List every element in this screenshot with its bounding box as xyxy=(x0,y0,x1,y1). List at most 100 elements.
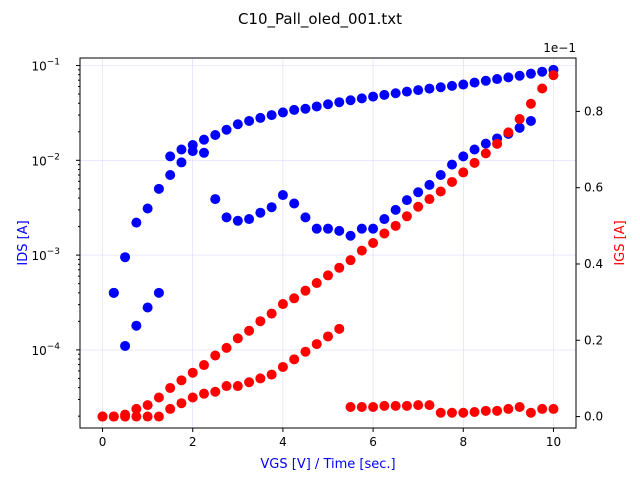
ids-point xyxy=(289,198,300,209)
igs-point xyxy=(537,83,548,94)
igs-point xyxy=(548,403,559,414)
igs-point xyxy=(480,148,491,159)
ids-point xyxy=(492,74,503,85)
y-right-tick-label: 0.0 xyxy=(584,410,603,424)
y-left-tick-exponent: −4 xyxy=(47,342,61,352)
igs-point xyxy=(300,346,311,357)
ids-point xyxy=(131,320,142,331)
igs-point xyxy=(356,402,367,413)
ids-point xyxy=(176,144,187,155)
ids-point xyxy=(165,151,176,162)
igs-point xyxy=(334,262,345,273)
igs-point xyxy=(492,138,503,149)
ids-point xyxy=(356,223,367,234)
y-axis-label-left: IDS [A] xyxy=(16,220,31,265)
grid-layer xyxy=(80,58,576,428)
igs-point xyxy=(390,400,401,411)
igs-point xyxy=(244,325,255,336)
ids-point xyxy=(142,302,153,313)
igs-point xyxy=(424,194,435,205)
igs-point xyxy=(199,388,209,399)
ids-point xyxy=(311,223,322,234)
ids-point xyxy=(244,214,255,225)
igs-point xyxy=(165,382,176,393)
igs-point xyxy=(108,411,119,422)
ids-point xyxy=(424,179,435,190)
ids-point xyxy=(368,91,379,102)
ids-point xyxy=(311,101,322,112)
x-tick-label: 10 xyxy=(546,435,561,449)
x-tick-label: 4 xyxy=(279,435,287,449)
igs-point xyxy=(165,403,176,414)
ids-point xyxy=(300,212,311,223)
igs-point xyxy=(480,405,491,416)
ids-point xyxy=(266,202,277,213)
igs-point xyxy=(323,270,333,281)
ids-point xyxy=(401,86,412,97)
igs-point xyxy=(345,402,356,413)
ids-point xyxy=(277,107,288,118)
igs-point xyxy=(153,392,164,403)
igs-point xyxy=(232,381,243,392)
ids-point xyxy=(153,183,164,194)
igs-point xyxy=(435,407,446,418)
igs-point xyxy=(232,333,243,344)
igs-point xyxy=(221,342,232,353)
ids-point xyxy=(334,97,345,108)
y-axis-label-right: IGS [A] xyxy=(613,220,628,265)
igs-point xyxy=(368,238,379,248)
ids-point xyxy=(300,103,311,114)
ids-point xyxy=(131,217,142,228)
igs-series xyxy=(97,70,559,422)
igs-point xyxy=(277,299,288,310)
ids-point xyxy=(199,134,209,145)
ids-point xyxy=(266,110,277,121)
y-right-tick-label: 0.2 xyxy=(584,333,603,347)
ids-point xyxy=(390,88,401,99)
igs-point xyxy=(345,255,356,266)
ids-point xyxy=(277,190,288,201)
ids-point xyxy=(165,169,176,180)
ids-point xyxy=(323,99,333,110)
igs-point xyxy=(379,228,390,239)
igs-point xyxy=(221,381,232,392)
ids-point xyxy=(458,151,469,162)
igs-point xyxy=(120,411,131,422)
igs-point xyxy=(525,98,536,109)
y-left-tick-exponent: −1 xyxy=(47,58,60,68)
igs-point xyxy=(176,398,187,409)
igs-point xyxy=(469,406,480,417)
ids-point xyxy=(447,159,457,170)
ids-point xyxy=(424,83,435,94)
y-left-tick-label: 10−1 xyxy=(31,58,60,74)
ids-point xyxy=(525,115,536,126)
ids-point xyxy=(413,85,424,96)
ids-point xyxy=(120,340,131,351)
ids-point xyxy=(435,169,446,180)
ids-point xyxy=(210,194,221,205)
igs-point xyxy=(255,373,266,384)
ids-point xyxy=(356,93,367,104)
igs-point xyxy=(469,157,480,168)
igs-point xyxy=(368,402,379,413)
ids-point xyxy=(232,119,243,130)
igs-point xyxy=(334,323,345,334)
igs-point xyxy=(289,293,300,304)
x-tick-label: 6 xyxy=(369,435,377,449)
igs-point xyxy=(458,167,469,178)
igs-point xyxy=(525,407,536,418)
x-axis-label: VGS [V] / Time [sec.] xyxy=(260,457,395,472)
ids-point xyxy=(379,214,390,225)
ids-point xyxy=(108,287,119,298)
igs-point xyxy=(142,411,153,422)
igs-point xyxy=(176,375,187,386)
igs-point xyxy=(277,361,288,372)
ids-series xyxy=(108,64,559,351)
ids-point xyxy=(255,207,266,218)
ids-point xyxy=(323,223,333,234)
igs-point xyxy=(503,403,514,414)
ids-point xyxy=(345,230,356,241)
ids-point xyxy=(401,195,412,206)
y-axis-right: 0.0 0.2 0.4 0.6 0.8 xyxy=(576,104,603,424)
